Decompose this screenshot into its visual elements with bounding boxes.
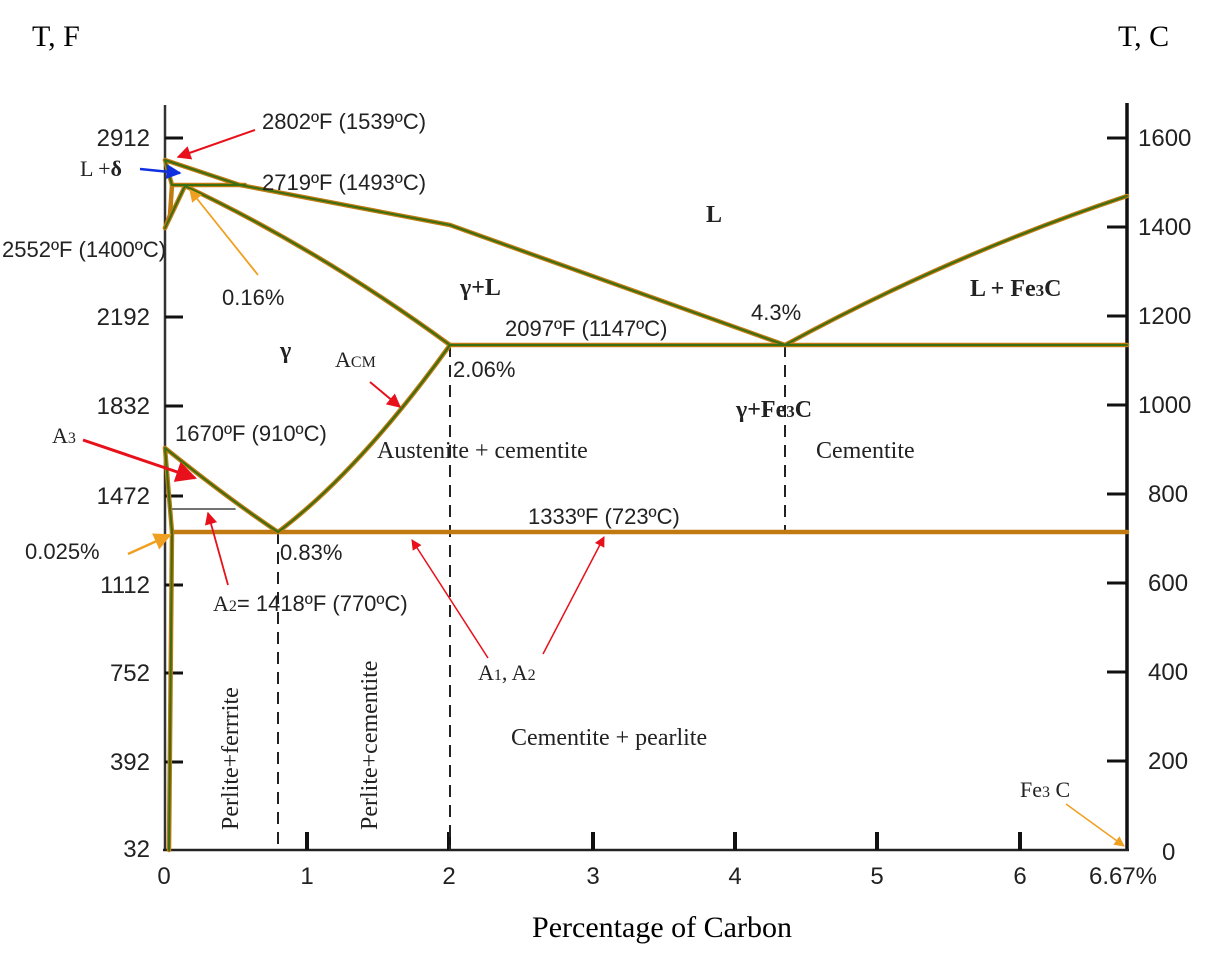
arrow-a1-right <box>542 536 605 655</box>
region-austenite-cementite: Austenite + cementite <box>377 438 588 464</box>
y-left-tick-2192: 2192 <box>97 304 150 331</box>
right-ticks <box>1107 136 1127 763</box>
y-left-tick-2912: 2912 <box>97 125 150 152</box>
region-cementite-pearlite: Cementite + pearlite <box>511 725 707 751</box>
y-left-tick-392: 392 <box>110 749 150 776</box>
annotations: 2802ºF (1539ºC) 2719ºF (1493ºC) 2552ºF (… <box>2 109 1070 802</box>
y-right-tick-0: 0 <box>1162 839 1175 866</box>
region-cementite: Cementite <box>816 438 915 464</box>
arrow-a1-left <box>411 539 489 659</box>
region-labels: L γ+L L + Fe3C γ γ+Fe3C Austenite + ceme… <box>218 202 1062 830</box>
arrow-acm <box>369 381 402 408</box>
annotation-0-83-percent: 0.83% <box>280 540 342 565</box>
x-tick-2: 2 <box>442 863 455 890</box>
arrow-fe3c <box>1065 803 1125 847</box>
y-right-tick-1200: 1200 <box>1138 303 1191 330</box>
annotation-a2-1418f: A2= 1418ºF (770ºC) <box>213 591 408 616</box>
y-left-tick-1832: 1832 <box>97 393 150 420</box>
region-liquid: L <box>706 202 722 228</box>
annotation-fe3c: Fe3 C <box>1020 777 1070 802</box>
arrow-a3 <box>82 438 197 482</box>
arrow-a2 <box>204 511 229 586</box>
y-left-tick-1472: 1472 <box>97 483 150 510</box>
x-tick-6: 6 <box>1013 863 1026 890</box>
annotation-2-06-percent: 2.06% <box>453 357 515 382</box>
x-tick-4: 4 <box>728 863 741 890</box>
arrow-2802 <box>176 129 256 160</box>
y-right-tick-800: 800 <box>1148 481 1188 508</box>
x-tick-5: 5 <box>870 863 883 890</box>
left-tick-labels: 2912 2192 1832 1472 1112 752 392 32 <box>97 125 150 863</box>
x-axis-title: Percentage of Carbon <box>532 911 792 944</box>
y-right-tick-200: 200 <box>1148 748 1188 775</box>
dashed-lines <box>277 345 786 850</box>
x-ticks <box>305 832 1022 850</box>
annotation-2552f: 2552ºF (1400ºC) <box>2 237 166 262</box>
annotation-1670f: 1670ºF (910ºC) <box>175 421 327 446</box>
left-axis-unit-label: T, F <box>32 20 80 53</box>
y-right-tick-1600: 1600 <box>1138 125 1191 152</box>
region-perlite-cementite: Perlite+cementite <box>357 661 383 830</box>
y-left-tick-1112: 1112 <box>100 572 150 599</box>
arrow-0-025 <box>127 533 172 556</box>
region-gamma: γ <box>279 338 291 364</box>
y-left-tick-752: 752 <box>110 660 150 687</box>
x-tick-6-67: 6.67% <box>1089 863 1157 890</box>
annotation-acm: ACM <box>335 347 376 372</box>
y-right-tick-600: 600 <box>1148 570 1188 597</box>
phase-lines <box>162 157 1130 853</box>
region-liquid-plus-fe3c: L + Fe3C <box>970 276 1062 302</box>
annotation-a3: A3 <box>52 423 76 448</box>
annotation-4-3-percent: 4.3% <box>751 300 801 325</box>
arrow-l-delta <box>139 164 182 180</box>
right-axis-unit-label: T, C <box>1118 20 1169 53</box>
x-tick-labels: 0 1 2 3 4 5 6 6.67% <box>157 863 1157 890</box>
annotation-a1-a2: A1, A2 <box>478 660 536 685</box>
annotation-2097f: 2097ºF (1147ºC) <box>505 316 667 341</box>
y-left-tick-32: 32 <box>123 836 150 863</box>
annotation-0-025-percent: 0.025% <box>25 539 100 564</box>
region-gamma-plus-fe3c: γ+Fe3C <box>735 397 812 423</box>
x-tick-3: 3 <box>586 863 599 890</box>
annotation-0-16-percent: 0.16% <box>222 285 284 310</box>
annotation-2719f: 2719ºF (1493ºC) <box>262 170 426 195</box>
x-tick-0: 0 <box>157 863 170 890</box>
annotation-l-delta: L +δ <box>80 156 122 181</box>
arrow-0-16 <box>189 189 259 276</box>
y-right-tick-1000: 1000 <box>1138 392 1191 419</box>
annotation-arrows <box>82 129 1125 847</box>
region-perlite-ferrite: Perlite+ferrrite <box>218 687 244 830</box>
y-right-tick-1400: 1400 <box>1138 214 1191 241</box>
x-tick-1: 1 <box>300 863 313 890</box>
region-gamma-plus-liquid: γ+L <box>459 275 501 301</box>
y-right-tick-400: 400 <box>1148 659 1188 686</box>
annotation-2802f: 2802ºF (1539ºC) <box>262 109 426 134</box>
right-tick-labels: 1600 1400 1200 1000 800 600 400 200 0 <box>1138 125 1191 866</box>
annotation-1333f: 1333ºF (723ºC) <box>528 504 680 529</box>
